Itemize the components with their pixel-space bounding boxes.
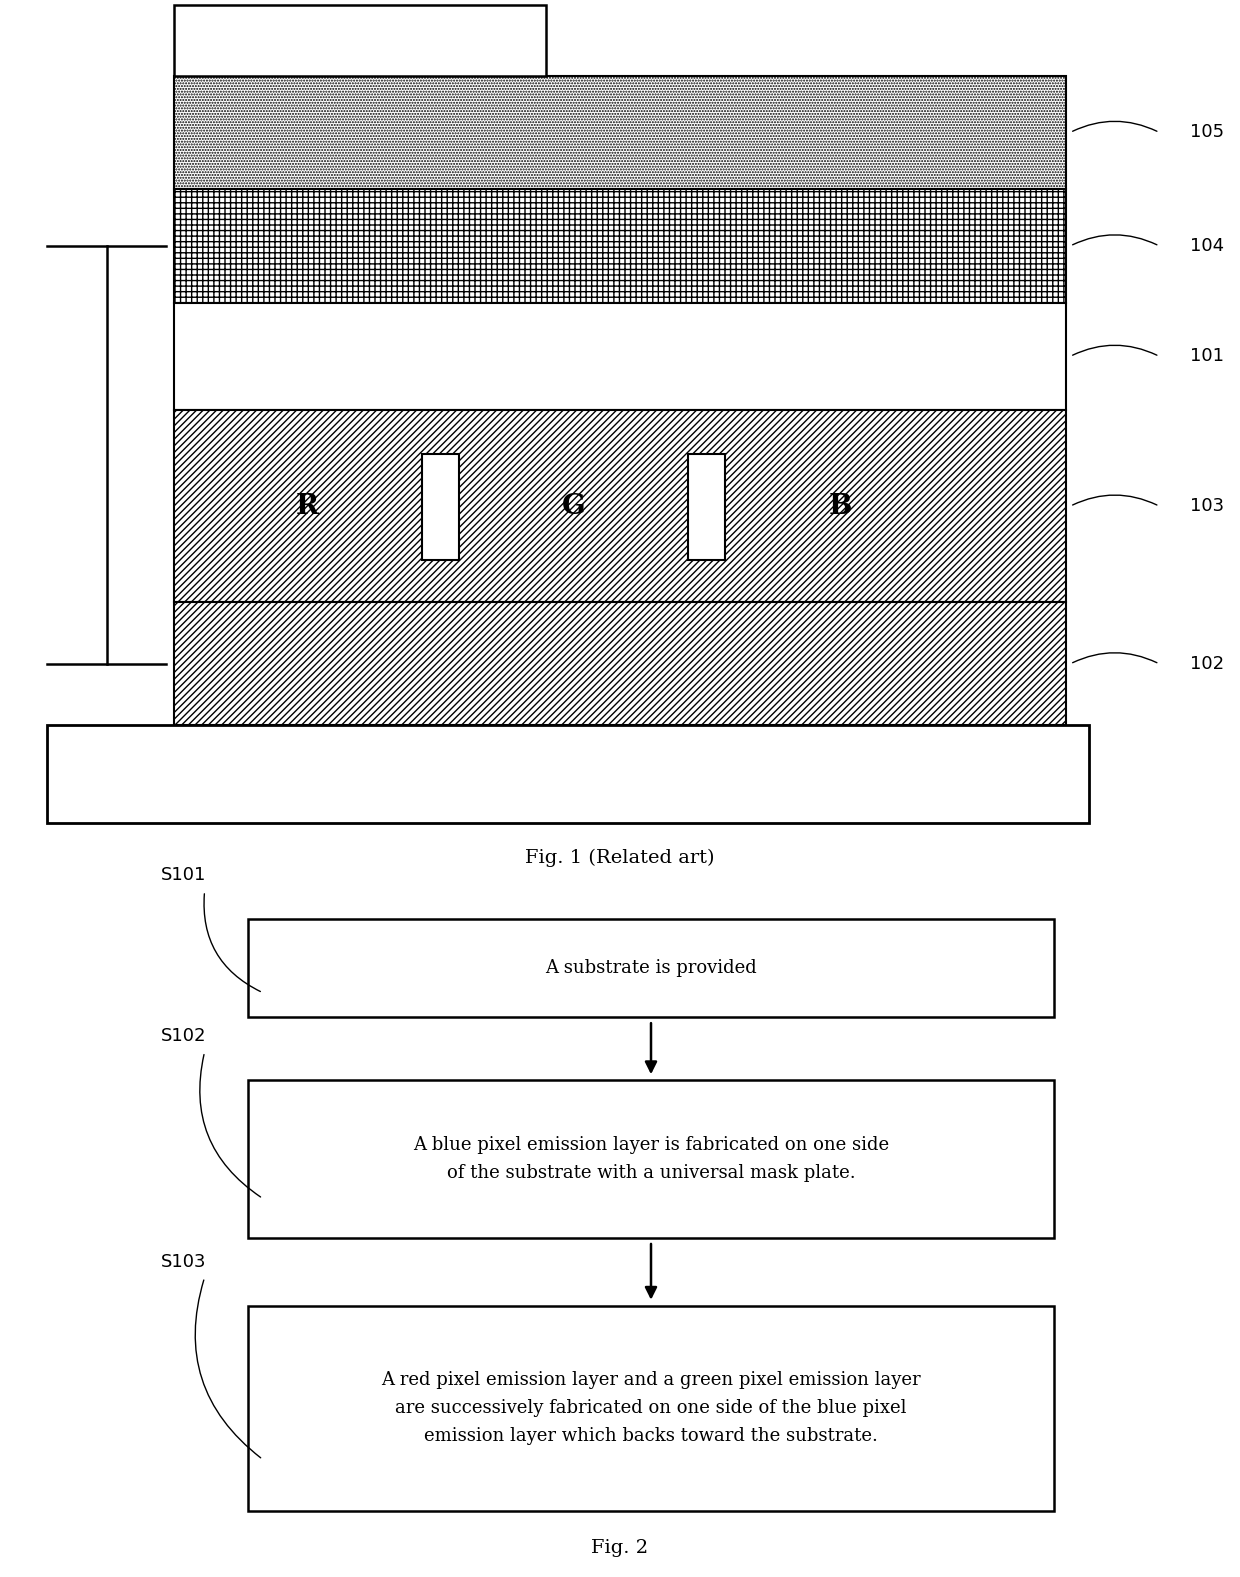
Text: A red pixel emission layer and a green pixel emission layer
are successively fab: A red pixel emission layer and a green p…	[381, 1372, 921, 1445]
Bar	[248, 1306, 1054, 1511]
Bar	[174, 303, 1066, 410]
Text: G: G	[562, 492, 585, 520]
Bar	[47, 725, 1089, 823]
Text: R: R	[295, 492, 319, 520]
Text: 103: 103	[1190, 497, 1225, 516]
Text: Fig. 2: Fig. 2	[591, 1539, 649, 1556]
Bar	[422, 454, 459, 560]
Text: A substrate is provided: A substrate is provided	[546, 959, 756, 978]
Bar	[174, 602, 1066, 725]
Text: A blue pixel emission layer is fabricated on one side
of the substrate with a un: A blue pixel emission layer is fabricate…	[413, 1135, 889, 1183]
Text: S101: S101	[161, 866, 207, 885]
Bar	[248, 1080, 1054, 1238]
Text: B: B	[828, 492, 852, 520]
Bar	[688, 454, 725, 560]
Text: 105: 105	[1190, 123, 1225, 142]
Text: S103: S103	[161, 1252, 207, 1271]
Bar	[174, 5, 546, 76]
Text: 101: 101	[1190, 347, 1224, 366]
Text: Fig. 1 (Related art): Fig. 1 (Related art)	[526, 848, 714, 867]
Text: S102: S102	[161, 1027, 207, 1046]
Text: 102: 102	[1190, 654, 1225, 673]
Text: 104: 104	[1190, 237, 1225, 255]
Bar	[174, 410, 1066, 602]
Bar	[248, 919, 1054, 1017]
Bar	[174, 189, 1066, 303]
Bar	[174, 76, 1066, 189]
